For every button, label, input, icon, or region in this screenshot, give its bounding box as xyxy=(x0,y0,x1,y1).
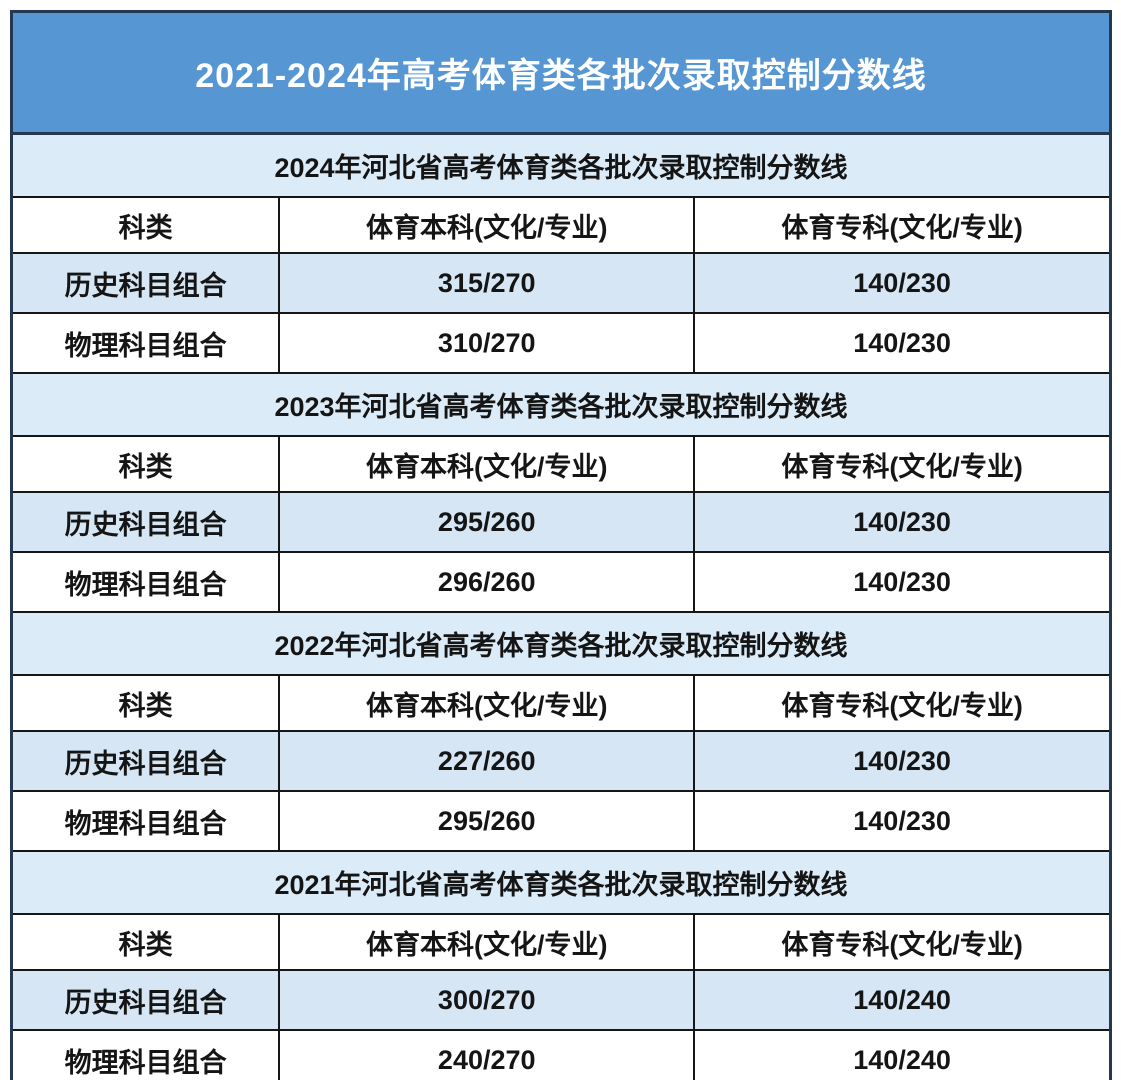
content-frame: 2021-2024年高考体育类各批次录取控制分数线 2024年河北省高考体育类各… xyxy=(10,10,1112,1080)
scores-table: 2024年河北省高考体育类各批次录取控制分数线 科类 体育本科(文化/专业) 体… xyxy=(13,135,1109,1080)
section-header-row-2023: 2023年河北省高考体育类各批次录取控制分数线 xyxy=(13,372,1109,437)
score-cell-college: 140/230 xyxy=(693,790,1109,852)
score-cell-college: 140/230 xyxy=(693,491,1109,553)
category-cell: 物理科目组合 xyxy=(13,1029,281,1080)
column-header-category: 科类 xyxy=(13,435,281,493)
section-header-2022: 2022年河北省高考体育类各批次录取控制分数线 xyxy=(13,611,1109,676)
column-header-college: 体育专科(文化/专业) xyxy=(693,674,1109,732)
column-header-college: 体育专科(文化/专业) xyxy=(693,196,1109,254)
category-cell: 历史科目组合 xyxy=(13,730,281,792)
score-cell-college: 140/230 xyxy=(693,730,1109,792)
table-row-2023-history: 历史科目组合 295/260 140/230 xyxy=(13,491,1109,553)
column-header-row-2022: 科类 体育本科(文化/专业) 体育专科(文化/专业) xyxy=(13,674,1109,732)
category-cell: 历史科目组合 xyxy=(13,969,281,1031)
section-header-row-2024: 2024年河北省高考体育类各批次录取控制分数线 xyxy=(13,135,1109,198)
column-header-row-2021: 科类 体育本科(文化/专业) 体育专科(文化/专业) xyxy=(13,913,1109,971)
score-cell-undergrad: 296/260 xyxy=(278,551,696,613)
category-cell: 物理科目组合 xyxy=(13,790,281,852)
score-cell-undergrad: 295/260 xyxy=(278,491,696,553)
category-cell: 历史科目组合 xyxy=(13,252,281,314)
column-header-category: 科类 xyxy=(13,674,281,732)
score-cell-undergrad: 227/260 xyxy=(278,730,696,792)
score-cell-undergrad: 310/270 xyxy=(278,312,696,374)
category-cell: 物理科目组合 xyxy=(13,312,281,374)
score-cell-undergrad: 295/260 xyxy=(278,790,696,852)
main-title: 2021-2024年高考体育类各批次录取控制分数线 xyxy=(195,57,927,95)
score-cell-college: 140/230 xyxy=(693,252,1109,314)
table-row-2022-history: 历史科目组合 227/260 140/230 xyxy=(13,730,1109,792)
table-row-2024-history: 历史科目组合 315/270 140/230 xyxy=(13,252,1109,314)
column-header-undergrad: 体育本科(文化/专业) xyxy=(278,196,696,254)
column-header-undergrad: 体育本科(文化/专业) xyxy=(278,435,696,493)
score-cell-college: 140/240 xyxy=(693,1029,1109,1080)
column-header-category: 科类 xyxy=(13,913,281,971)
column-header-category: 科类 xyxy=(13,196,281,254)
column-header-college: 体育专科(文化/专业) xyxy=(693,435,1109,493)
column-header-undergrad: 体育本科(文化/专业) xyxy=(278,674,696,732)
title-banner: 2021-2024年高考体育类各批次录取控制分数线 xyxy=(13,13,1109,135)
score-cell-undergrad: 240/270 xyxy=(278,1029,696,1080)
column-header-undergrad: 体育本科(文化/专业) xyxy=(278,913,696,971)
table-row-2022-physics: 物理科目组合 295/260 140/230 xyxy=(13,790,1109,852)
column-header-row-2024: 科类 体育本科(文化/专业) 体育专科(文化/专业) xyxy=(13,196,1109,254)
section-header-row-2022: 2022年河北省高考体育类各批次录取控制分数线 xyxy=(13,611,1109,676)
table-row-2021-physics: 物理科目组合 240/270 140/240 xyxy=(13,1029,1109,1080)
section-header-2023: 2023年河北省高考体育类各批次录取控制分数线 xyxy=(13,372,1109,437)
section-header-2024: 2024年河北省高考体育类各批次录取控制分数线 xyxy=(13,135,1109,198)
table-row-2023-physics: 物理科目组合 296/260 140/230 xyxy=(13,551,1109,613)
category-cell: 历史科目组合 xyxy=(13,491,281,553)
score-cell-undergrad: 300/270 xyxy=(278,969,696,1031)
column-header-college: 体育专科(文化/专业) xyxy=(693,913,1109,971)
score-cell-college: 140/230 xyxy=(693,312,1109,374)
category-cell: 物理科目组合 xyxy=(13,551,281,613)
table-row-2021-history: 历史科目组合 300/270 140/240 xyxy=(13,969,1109,1031)
score-cell-college: 140/230 xyxy=(693,551,1109,613)
score-cell-undergrad: 315/270 xyxy=(278,252,696,314)
section-header-2021: 2021年河北省高考体育类各批次录取控制分数线 xyxy=(13,850,1109,915)
table-row-2024-physics: 物理科目组合 310/270 140/230 xyxy=(13,312,1109,374)
score-cell-college: 140/240 xyxy=(693,969,1109,1031)
section-header-row-2021: 2021年河北省高考体育类各批次录取控制分数线 xyxy=(13,850,1109,915)
column-header-row-2023: 科类 体育本科(文化/专业) 体育专科(文化/专业) xyxy=(13,435,1109,493)
